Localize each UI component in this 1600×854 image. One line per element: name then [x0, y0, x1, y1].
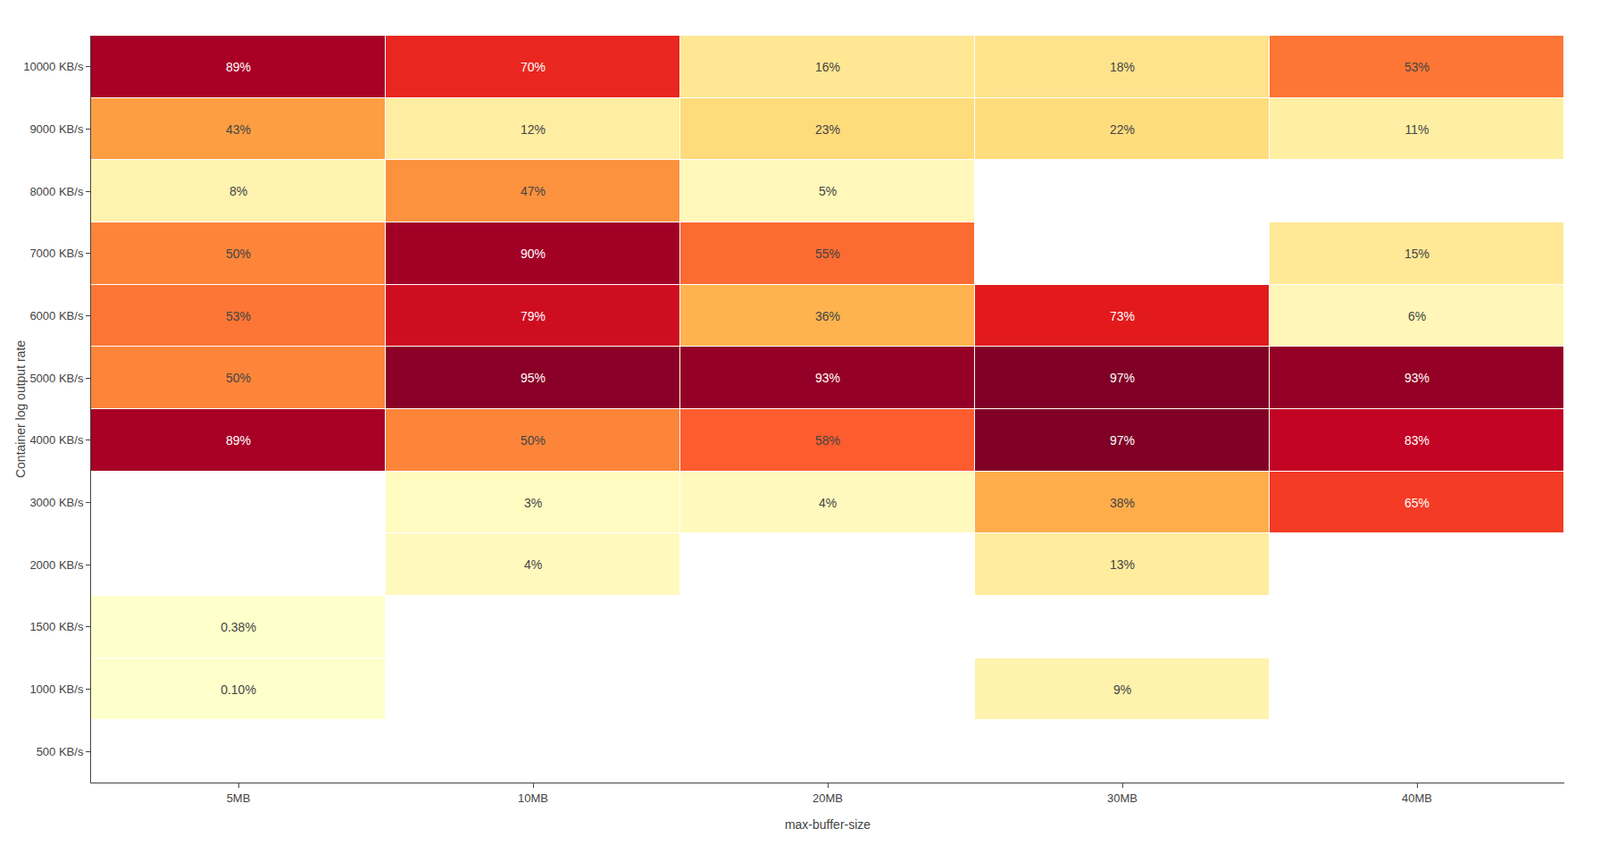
svg-text:1500 KB/s: 1500 KB/s	[29, 619, 84, 634]
svg-text:max-buffer-size: max-buffer-size	[784, 816, 871, 832]
svg-text:7000 KB/s: 7000 KB/s	[29, 246, 84, 260]
svg-text:8000 KB/s: 8000 KB/s	[29, 184, 84, 199]
svg-text:15%: 15%	[1404, 246, 1430, 261]
svg-text:6000 KB/s: 6000 KB/s	[29, 308, 84, 323]
svg-text:40MB: 40MB	[1401, 791, 1433, 805]
svg-text:8%: 8%	[229, 183, 248, 199]
svg-text:20MB: 20MB	[812, 791, 843, 805]
svg-text:4%: 4%	[818, 495, 837, 510]
svg-text:73%: 73%	[1109, 308, 1135, 324]
svg-text:12%: 12%	[520, 122, 546, 137]
svg-text:36%: 36%	[815, 308, 841, 324]
svg-text:38%: 38%	[1109, 495, 1135, 510]
svg-text:23%: 23%	[815, 122, 841, 137]
svg-text:55%: 55%	[815, 246, 841, 261]
svg-text:47%: 47%	[520, 183, 546, 199]
svg-text:89%: 89%	[225, 59, 251, 75]
svg-text:53%: 53%	[225, 308, 251, 324]
svg-text:50%: 50%	[225, 370, 251, 385]
svg-text:50%: 50%	[520, 433, 546, 448]
svg-text:70%: 70%	[520, 59, 546, 75]
svg-text:3000 KB/s: 3000 KB/s	[29, 495, 84, 509]
svg-text:65%: 65%	[1404, 495, 1430, 510]
svg-text:10MB: 10MB	[517, 791, 549, 805]
svg-text:30MB: 30MB	[1107, 791, 1138, 805]
svg-text:53%: 53%	[1404, 59, 1430, 75]
svg-text:43%: 43%	[225, 122, 251, 137]
svg-text:5MB: 5MB	[226, 791, 251, 805]
svg-text:4%: 4%	[524, 557, 542, 572]
svg-text:500 KB/s: 500 KB/s	[36, 744, 84, 759]
svg-text:10000 KB/s: 10000 KB/s	[23, 59, 84, 74]
svg-text:6%: 6%	[1408, 308, 1426, 324]
svg-text:97%: 97%	[1109, 370, 1135, 385]
svg-text:22%: 22%	[1109, 122, 1135, 137]
svg-text:9%: 9%	[1113, 682, 1132, 697]
svg-text:16%: 16%	[815, 59, 841, 75]
svg-text:90%: 90%	[520, 246, 546, 261]
svg-text:0.10%: 0.10%	[220, 682, 257, 697]
svg-text:93%: 93%	[815, 370, 841, 385]
svg-text:13%: 13%	[1109, 557, 1135, 572]
svg-text:4000 KB/s: 4000 KB/s	[29, 433, 84, 447]
svg-text:9000 KB/s: 9000 KB/s	[29, 122, 84, 136]
svg-text:50%: 50%	[225, 246, 251, 261]
svg-text:2000 KB/s: 2000 KB/s	[29, 558, 84, 572]
svg-text:97%: 97%	[1109, 433, 1135, 448]
svg-text:89%: 89%	[225, 433, 251, 448]
svg-text:5%: 5%	[818, 183, 837, 199]
svg-text:5000 KB/s: 5000 KB/s	[29, 371, 84, 385]
svg-text:83%: 83%	[1404, 433, 1430, 448]
svg-text:3%: 3%	[524, 495, 542, 510]
svg-text:79%: 79%	[520, 308, 546, 324]
svg-text:Container log output rate: Container log output rate	[13, 340, 28, 478]
svg-text:58%: 58%	[815, 433, 841, 448]
svg-text:95%: 95%	[520, 370, 546, 385]
svg-text:1000 KB/s: 1000 KB/s	[29, 682, 84, 696]
svg-text:11%: 11%	[1405, 122, 1430, 137]
svg-text:0.38%: 0.38%	[220, 619, 257, 634]
svg-text:93%: 93%	[1404, 370, 1430, 385]
svg-text:18%: 18%	[1109, 59, 1135, 75]
